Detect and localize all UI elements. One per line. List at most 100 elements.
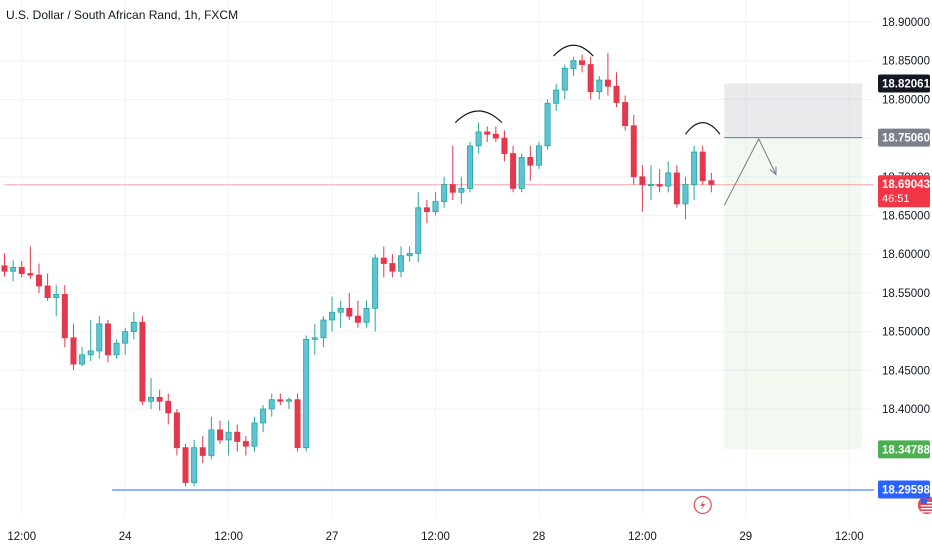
candle-up (535, 141, 542, 170)
candles (1, 52, 715, 487)
candle-up (208, 416, 215, 460)
candle-down (18, 261, 25, 278)
candle-down (492, 126, 499, 142)
candle-up (122, 327, 129, 355)
candle-up (268, 393, 275, 417)
candle-body (216, 429, 223, 441)
candle-body (285, 399, 292, 402)
candle-down (216, 420, 223, 444)
candle-body (656, 184, 663, 187)
candle-body (415, 207, 422, 254)
candle-down (182, 443, 189, 487)
time-tick-label: 12:00 (421, 531, 450, 543)
price-badge-label: 18.34788 (882, 444, 931, 456)
candle-body (544, 102, 551, 147)
candle-body (691, 151, 698, 185)
price-badge-label: 18.69043 (882, 179, 930, 191)
candle-body (260, 408, 267, 424)
candle-body (251, 422, 258, 447)
candle-up (398, 246, 405, 278)
candle-body (139, 321, 146, 402)
candle-up (87, 319, 94, 362)
candle-down (613, 72, 620, 108)
price-tick-label: 18.45000 (882, 365, 930, 377)
candle-up (553, 83, 560, 112)
time-tick-label: 12:00 (214, 531, 243, 543)
time-tick-label: 12:00 (835, 531, 864, 543)
candle-body (79, 354, 86, 365)
candle-body (648, 184, 655, 186)
candle-down (277, 393, 284, 406)
candle-up (329, 296, 336, 332)
candle-up (544, 99, 551, 150)
candle-body (665, 172, 672, 187)
candle-up (691, 145, 698, 201)
candle-body (561, 68, 568, 91)
candle-down (104, 319, 111, 363)
candle-body (1, 265, 8, 272)
candle-up (311, 323, 318, 355)
candle-up (363, 300, 370, 328)
stop-zone (724, 83, 863, 138)
candle-body (122, 331, 129, 344)
time-tick-label: 12:00 (7, 531, 36, 543)
candle-up (570, 56, 577, 77)
lightning-icon (693, 495, 712, 515)
candle-body (673, 172, 680, 205)
candle-body (699, 151, 706, 182)
candle-down (449, 145, 456, 201)
candle-body (113, 342, 120, 356)
arc-annotation (684, 122, 721, 135)
countdown-label: 46:51 (882, 193, 910, 205)
candle-down (35, 263, 42, 293)
arc-annotation (454, 110, 503, 124)
candle-body (570, 60, 577, 69)
time-tick-label: 24 (119, 531, 132, 543)
price-tick-label: 18.80000 (882, 94, 930, 106)
candle-up (260, 405, 267, 433)
price-badge-label: 18.75060 (882, 133, 930, 145)
candle-up (441, 176, 448, 208)
candle-up (415, 192, 422, 262)
time-tick-label: 27 (326, 531, 339, 543)
price-tick-label: 18.55000 (882, 288, 930, 300)
candle-body (527, 157, 534, 166)
candle-body (708, 180, 715, 185)
arrow-head (769, 166, 777, 176)
candle-body (294, 399, 301, 449)
candle-up (191, 439, 198, 487)
candle-body (208, 429, 215, 456)
candle-body (458, 188, 465, 193)
candle-body (501, 137, 508, 154)
candle-body (182, 447, 189, 483)
candle-body (337, 307, 344, 313)
candle-up (96, 316, 103, 359)
price-badge: 18.82061 (878, 74, 931, 93)
candle-down (579, 54, 586, 73)
candle-up (251, 416, 258, 452)
candle-body (346, 307, 353, 317)
candle-body (320, 319, 327, 339)
candle-body (87, 350, 94, 356)
time-tick-label: 12:00 (628, 531, 657, 543)
candle-down (673, 165, 680, 208)
candle-up (225, 420, 232, 456)
candle-up (130, 312, 137, 340)
price-tick-label: 18.90000 (882, 17, 930, 29)
candle-body (596, 79, 603, 93)
candle-body (225, 431, 232, 441)
candle-up (561, 64, 568, 100)
candle-up (475, 122, 482, 154)
price-badge: 18.34788 (878, 440, 931, 459)
price-badge: 18.69043 46:51 (878, 175, 930, 208)
candle-body (311, 337, 318, 340)
candle-body (492, 133, 499, 139)
candle-up (148, 378, 155, 409)
candle-body (18, 266, 25, 274)
candle-body (484, 131, 491, 135)
candle-body (156, 396, 163, 402)
candle-down (1, 253, 8, 277)
candle-body (622, 102, 629, 127)
